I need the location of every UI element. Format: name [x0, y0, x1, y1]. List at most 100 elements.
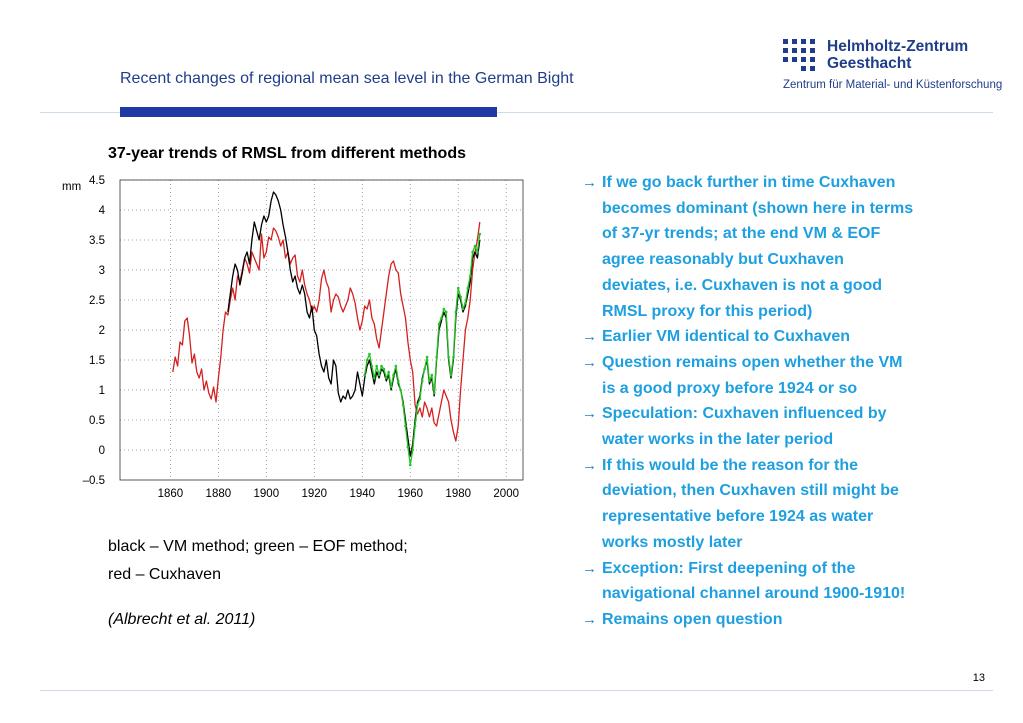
bullet-line: of 37-yr trends; at the end VM & EOF	[602, 225, 881, 243]
series-point	[392, 373, 395, 377]
bullet-line: navigational channel around 1900-1910!	[602, 585, 906, 603]
series-point	[435, 355, 438, 359]
series-point	[404, 424, 407, 428]
y-tick-label: 2	[99, 325, 105, 337]
bullet-item: → If we go back further in time Cuxhaven b…	[560, 170, 1000, 324]
series-point	[389, 385, 393, 389]
arrow-right-icon: →	[582, 610, 597, 628]
series-point	[456, 286, 460, 290]
series-point	[384, 376, 388, 380]
logo-name-line1: Helmholtz-Zentrum	[827, 38, 969, 55]
arrow-right-icon: →	[582, 559, 597, 577]
bullet-line: Exception: First deepening of the	[602, 559, 856, 577]
y-tick-label: 2.5	[89, 295, 105, 307]
series-point	[476, 250, 479, 254]
series-point	[380, 364, 383, 368]
bullet-item: → Exception: First deepening of the naviga…	[560, 556, 1000, 607]
arrow-right-icon: →	[582, 405, 597, 423]
series-point	[459, 295, 462, 299]
y-axis-label: mm	[62, 181, 81, 193]
y-tick-label: 1.5	[89, 355, 105, 367]
series-point	[423, 367, 426, 371]
arrow-right-icon: →	[582, 353, 597, 371]
series-line-0	[172, 221, 481, 442]
bullet-line: Remains open question	[602, 610, 783, 628]
bullet-line: is a good proxy before 1924 or so	[602, 379, 858, 397]
y-tick-label: 0.5	[89, 415, 105, 427]
series-point	[440, 316, 443, 320]
bullet-line: works mostly later	[602, 533, 743, 551]
series-point	[387, 370, 390, 374]
x-tick-label: 1980	[445, 488, 471, 500]
chart-title: 37-year trends of RMSL from different me…	[108, 145, 466, 162]
series-point	[464, 301, 467, 305]
x-tick-label: 1960	[397, 488, 423, 500]
y-tick-label: 4.5	[89, 175, 105, 187]
arrow-right-icon: →	[582, 174, 597, 191]
series-point	[437, 322, 441, 326]
y-tick-label: –0.5	[83, 475, 105, 487]
y-tick-label: 3.5	[89, 235, 105, 247]
series-point	[454, 310, 458, 314]
bullet-line: deviation, then Cuxhaven still might be	[602, 482, 899, 500]
series-point	[416, 403, 419, 407]
bullet-line: representative before 1924 as water	[602, 508, 874, 526]
series-line-2	[364, 233, 481, 466]
arrow-right-icon: →	[582, 456, 597, 474]
series-point	[408, 463, 412, 467]
series-point	[420, 379, 424, 383]
series-point	[447, 355, 450, 359]
series-point	[394, 364, 398, 368]
series-point	[428, 379, 431, 383]
series-point	[449, 373, 453, 377]
x-tick-label: 1900	[254, 488, 280, 500]
series-point	[382, 367, 386, 371]
x-tick-label: 1920	[302, 488, 328, 500]
x-tick-label: 1860	[158, 488, 184, 500]
bullet-line: If this would be the reason for the	[602, 456, 859, 474]
series-point	[418, 397, 422, 401]
series-point	[430, 373, 434, 377]
series-point	[399, 388, 402, 392]
series-point	[432, 391, 436, 395]
logo-name-line2: Geesthacht	[827, 55, 912, 72]
bullet-item: → Speculation: Cuxhaven influenced by wate…	[560, 401, 1000, 452]
arrow-right-icon: →	[582, 328, 597, 346]
legend-caption-line1: black – VM method; green – EOF method;	[108, 538, 408, 555]
x-tick-label: 2000	[493, 488, 519, 500]
y-tick-label: 1	[99, 385, 105, 397]
series-point	[406, 445, 410, 449]
series-point	[425, 355, 429, 359]
rmsl-trend-chart: 4.5 4 3.5 3 2.5 2 1.5 1 0.5 0 –0.5 1860 1880 1900 1920…	[58, 168, 538, 508]
series-line-1	[227, 191, 481, 457]
series-point	[466, 286, 470, 290]
bullet-line: deviates, i.e. Cuxhaven is not a good	[602, 276, 883, 294]
bullet-item: → Remains open question	[560, 607, 1000, 633]
bullet-line: RMSL proxy for this period)	[602, 302, 813, 320]
y-tick-label: 0	[99, 445, 105, 457]
series-point	[452, 355, 455, 359]
series-point	[375, 364, 378, 368]
series-point	[372, 376, 376, 380]
series-point	[365, 358, 369, 362]
logo-name: Helmholtz-Zentrum Geesthacht	[827, 38, 968, 72]
series-point	[377, 373, 381, 377]
x-tick-label: 1940	[349, 488, 375, 500]
bullet-list: → If we go back further in time Cuxhaven b…	[560, 170, 1000, 633]
legend-caption-line2: red – Cuxhaven	[108, 566, 221, 583]
slide-title: Recent changes of regional mean sea leve…	[120, 70, 574, 87]
footer-divider	[40, 690, 993, 691]
series-point	[401, 403, 405, 407]
citation: (Albrecht et al. 2011)	[108, 611, 256, 628]
header-accent-bar	[120, 107, 497, 117]
series-point	[471, 250, 474, 254]
bullet-item: → If this would be the reason for the devi…	[560, 453, 1000, 556]
series-point	[370, 364, 374, 368]
series-point	[442, 307, 446, 311]
series-point	[461, 307, 465, 311]
bullet-line: Speculation: Cuxhaven influenced by	[602, 405, 887, 423]
y-tick-label: 3	[99, 265, 105, 277]
bullet-line: agree reasonably but Cuxhaven	[602, 251, 844, 269]
page-number: 13	[972, 672, 985, 684]
series-point	[468, 274, 472, 278]
